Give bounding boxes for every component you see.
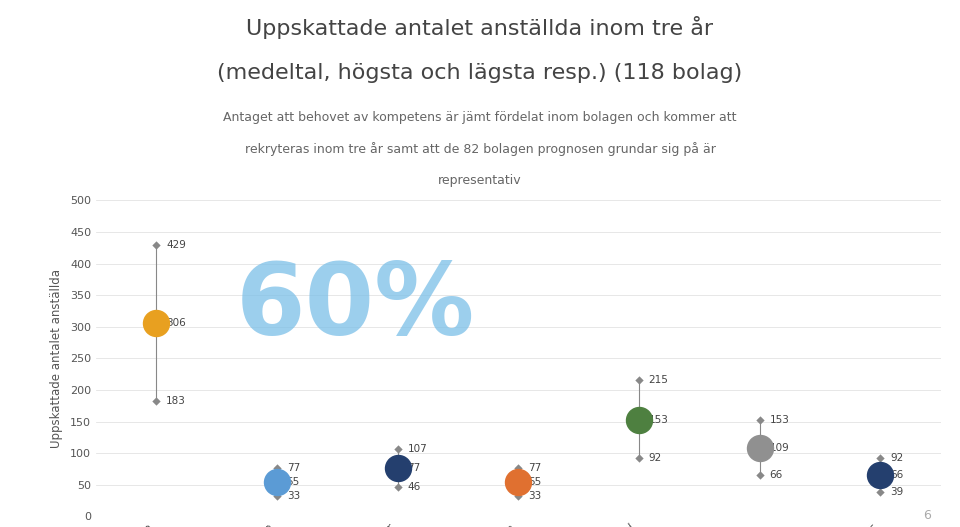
Point xyxy=(390,464,405,472)
Text: 66: 66 xyxy=(769,470,782,480)
Point xyxy=(632,376,647,385)
Text: 107: 107 xyxy=(407,444,427,454)
Point xyxy=(632,454,647,463)
Point xyxy=(149,319,164,327)
Point xyxy=(149,396,164,405)
Point xyxy=(511,491,526,500)
Text: 92: 92 xyxy=(649,453,662,463)
Text: 77: 77 xyxy=(528,463,541,473)
Text: 55: 55 xyxy=(287,477,300,486)
Text: 33: 33 xyxy=(287,491,300,501)
Text: 66: 66 xyxy=(890,470,903,480)
Point xyxy=(390,445,405,453)
Text: 77: 77 xyxy=(287,463,300,473)
Y-axis label: Uppskattade antalet anställda: Uppskattade antalet anställda xyxy=(50,269,63,448)
Point xyxy=(752,443,767,452)
Point xyxy=(632,415,647,424)
Point xyxy=(270,464,285,472)
Text: 39: 39 xyxy=(890,487,903,497)
Text: 153: 153 xyxy=(649,415,668,425)
Point xyxy=(873,471,888,479)
Text: 215: 215 xyxy=(649,376,668,385)
Point xyxy=(511,464,526,472)
Text: rekryteras inom tre år samt att de 82 bolagen prognosen grundar sig på är: rekryteras inom tre år samt att de 82 bo… xyxy=(245,142,715,157)
Point xyxy=(270,477,285,486)
Text: 153: 153 xyxy=(769,415,789,425)
Text: 55: 55 xyxy=(528,477,541,486)
Text: 306: 306 xyxy=(166,318,185,328)
Text: 60%: 60% xyxy=(236,259,475,356)
Text: 183: 183 xyxy=(166,396,186,406)
Text: representativ: representativ xyxy=(438,174,522,187)
Point xyxy=(270,491,285,500)
Text: 77: 77 xyxy=(407,463,420,473)
Text: Uppskattade antalet anställda inom tre år: Uppskattade antalet anställda inom tre å… xyxy=(247,16,713,39)
Text: 109: 109 xyxy=(769,443,789,453)
Point xyxy=(511,477,526,486)
Text: 46: 46 xyxy=(407,482,420,492)
Point xyxy=(149,241,164,249)
Text: 6: 6 xyxy=(924,509,931,522)
Point xyxy=(873,454,888,463)
Text: 33: 33 xyxy=(528,491,541,501)
Text: (medeltal, högsta och lägsta resp.) (118 bolag): (medeltal, högsta och lägsta resp.) (118… xyxy=(217,63,743,83)
Text: 92: 92 xyxy=(890,453,903,463)
Point xyxy=(752,415,767,424)
Point xyxy=(873,487,888,496)
Text: 429: 429 xyxy=(166,240,186,250)
Text: Antaget att behovet av kompetens är jämt fördelat inom bolagen och kommer att: Antaget att behovet av kompetens är jämt… xyxy=(224,111,736,124)
Point xyxy=(752,471,767,479)
Point xyxy=(390,483,405,492)
